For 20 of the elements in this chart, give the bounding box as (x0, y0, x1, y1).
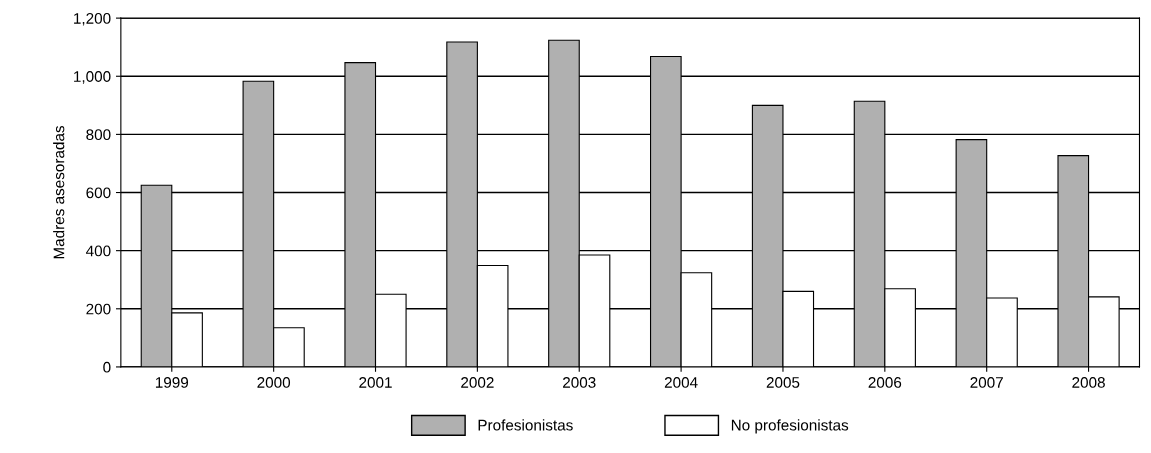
y-tick-label: 800 (86, 129, 111, 141)
x-tick-label: 2004 (664, 377, 698, 388)
x-tick-label: 2002 (461, 377, 494, 388)
legend-label: No profesionistas (731, 419, 849, 434)
y-tick-label: 1,200 (74, 12, 111, 26)
legend-label: Profesionistas (478, 419, 573, 431)
y-tick-label: 600 (86, 187, 111, 199)
x-tick-label: 2000 (257, 377, 291, 388)
y-axis-title: Madres asesoradas (53, 125, 65, 259)
x-tick-label: 2007 (970, 377, 1003, 388)
y-tick-label: 1,000 (74, 71, 111, 84)
x-tick-label: 1999 (155, 377, 189, 388)
y-tick-label: 0 (103, 361, 111, 373)
x-tick-label: 2008 (1072, 377, 1105, 388)
x-tick-label: 2003 (563, 377, 596, 388)
y-tick-label: 200 (86, 303, 111, 315)
x-tick-label: 2006 (868, 377, 902, 388)
x-tick-label: 2001 (359, 377, 392, 388)
y-tick-label: 400 (86, 245, 111, 257)
x-tick-label: 2005 (766, 377, 800, 388)
